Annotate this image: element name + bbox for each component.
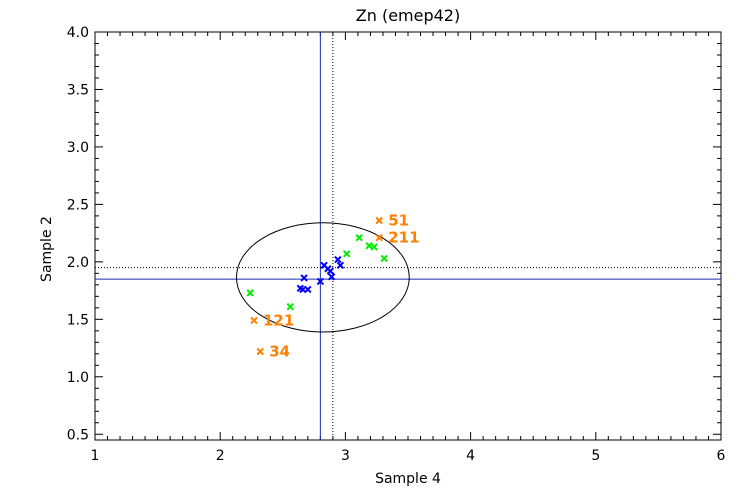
x-axis-label: Sample 4 (375, 471, 441, 487)
y-tick-label: 3.0 (67, 140, 89, 156)
point-label: 121 (263, 311, 294, 329)
data-point (336, 261, 345, 270)
y-tick-label: 1.0 (67, 370, 89, 386)
x-tick-label: 4 (466, 448, 475, 464)
data-point (342, 250, 351, 258)
data-point (380, 254, 388, 263)
y-axis-label: Sample 2 (39, 216, 55, 282)
y-tick-label: 3.5 (67, 82, 89, 98)
x-tick-label: 3 (341, 448, 350, 464)
data-point (316, 277, 325, 286)
data-point (246, 289, 254, 297)
y-tick-label: 1.5 (67, 312, 89, 328)
x-tick-label: 2 (216, 448, 225, 464)
x-tick-label: 5 (591, 448, 600, 464)
data-point (286, 302, 295, 311)
data-point (375, 216, 383, 225)
data-point (326, 267, 335, 275)
y-tick-label: 2.0 (67, 255, 89, 271)
chart-title: Zn (emep42) (356, 6, 460, 25)
x-tick-label: 1 (91, 448, 100, 464)
data-point (327, 273, 336, 281)
point-label: 34 (269, 343, 290, 361)
confidence-ellipse (235, 222, 410, 333)
data-point (365, 242, 373, 250)
y-tick-label: 4.0 (67, 25, 89, 41)
data-point (355, 234, 363, 242)
point-label: 211 (388, 229, 419, 247)
data-point (300, 274, 308, 282)
data-point (334, 255, 342, 264)
y-tick-label: 0.5 (67, 427, 89, 443)
data-point (256, 347, 264, 356)
data-point (370, 243, 378, 251)
y-tick-label: 2.5 (67, 197, 89, 213)
x-tick-label: 6 (717, 448, 726, 464)
data-point (299, 285, 307, 294)
point-label: 51 (388, 211, 409, 229)
data-point (375, 234, 383, 242)
data-point (250, 316, 258, 325)
